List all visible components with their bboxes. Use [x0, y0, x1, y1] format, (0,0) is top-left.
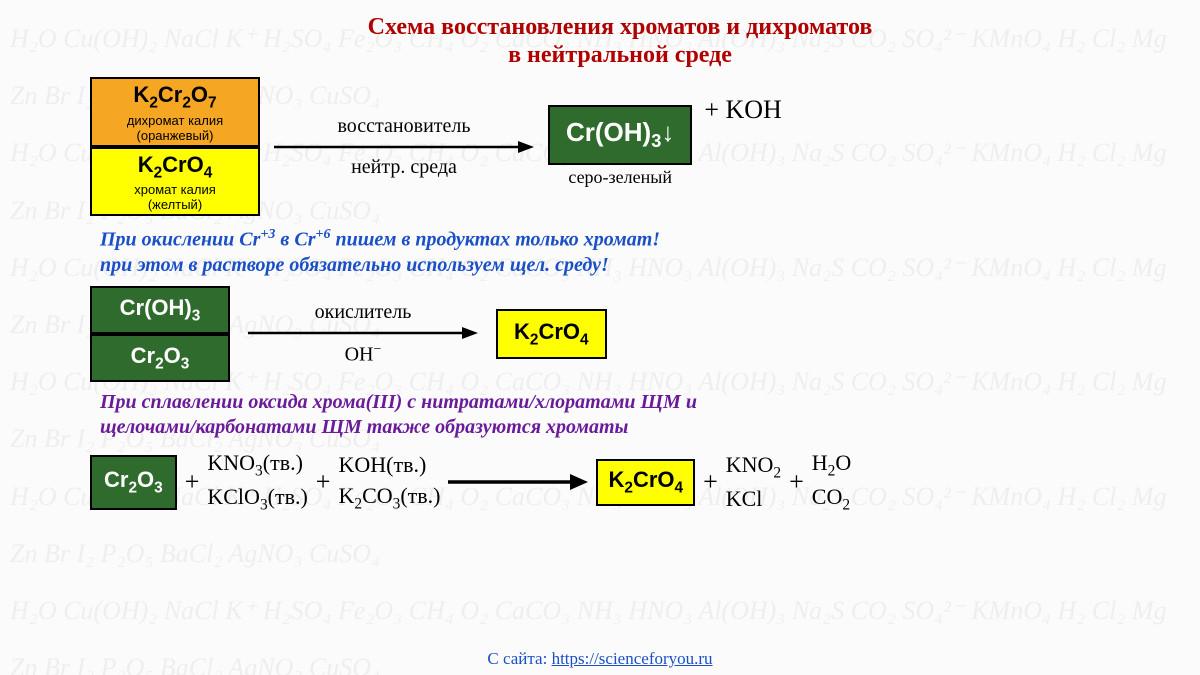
dichromate-color: (оранжевый): [96, 128, 254, 143]
plus-sign: +: [703, 467, 718, 497]
reaction-3: Cr2O3 + KNO3(тв.) KClO3(тв.) + KOH(тв.) …: [90, 448, 1140, 516]
arrow-icon: [248, 324, 478, 342]
reaction-1: K2Cr2O7 дихромат калия (оранжевый) K2CrO…: [90, 77, 1140, 216]
croh3-formula: Cr(OH)3↓: [566, 117, 674, 152]
dichromate-reagent: K2Cr2O7 дихромат калия (оранжевый): [90, 77, 260, 146]
plus-sign: +: [185, 467, 200, 497]
arrow-icon: [448, 471, 588, 493]
side-product-2: H2O CO2: [812, 448, 851, 516]
note-oxidation: При окислении Cr+3 в Cr+6 пишем в продук…: [100, 226, 1140, 278]
croh3-reagent: Cr(OH)3: [90, 286, 230, 334]
chromate-product-formula: K2CrO4: [514, 319, 589, 349]
croh3-reagent-formula: Cr(OH)3: [96, 295, 224, 325]
arrow2-bottom-label: OH−: [345, 342, 382, 367]
chromate-label: хромат калия: [96, 182, 254, 197]
side-product-1: KNO2 KCl: [726, 450, 781, 515]
chromate-color: (желтый): [96, 197, 254, 212]
source-link[interactable]: https://scienceforyou.ru: [552, 649, 713, 668]
plus-sign: +: [789, 467, 804, 497]
chromate-formula: K2CrO4: [96, 152, 254, 182]
chromate-product: K2CrO4: [496, 309, 607, 359]
additive-2: KOH(тв.) K2CO3(тв.): [338, 450, 440, 515]
cr2o3-formula-2: Cr2O3: [104, 467, 163, 497]
cr2o3-reagent: Cr2O3: [90, 334, 230, 382]
cr2o3-reagent-formula: Cr2O3: [96, 343, 224, 373]
plus-sign: +: [316, 467, 331, 497]
koh-side: + KOH: [704, 95, 782, 125]
arrow2-top-label: окислитель: [315, 301, 412, 324]
cr2o3-reagent-2: Cr2O3: [90, 455, 177, 509]
footer-attribution: С сайта: https://scienceforyou.ru: [0, 649, 1200, 669]
chromate-product-2: K2CrO4: [596, 459, 695, 505]
additive-1: KNO3(тв.) KClO3(тв.): [207, 448, 307, 516]
chromate-reagent: K2CrO4 хромат калия (желтый): [90, 147, 260, 216]
arrow-icon: [274, 138, 534, 156]
croh3-product: Cr(OH)3↓: [548, 105, 692, 164]
reaction-2: Cr(OH)3 Cr2O3 окислитель OH− K2CrO4: [90, 286, 1140, 383]
diagram-title: Схема восстановления хроматов и дихромат…: [100, 14, 1140, 69]
dichromate-formula: K2Cr2O7: [96, 82, 254, 112]
arrow1-bottom-label: нейтр. среда: [351, 156, 457, 179]
dichromate-label: дихромат калия: [96, 113, 254, 128]
croh3-color-label: серо-зеленый: [548, 167, 692, 188]
note-fusion: При сплавлении оксида хрома(III) с нитра…: [100, 390, 1140, 440]
arrow1-top-label: восстановитель: [338, 115, 471, 138]
